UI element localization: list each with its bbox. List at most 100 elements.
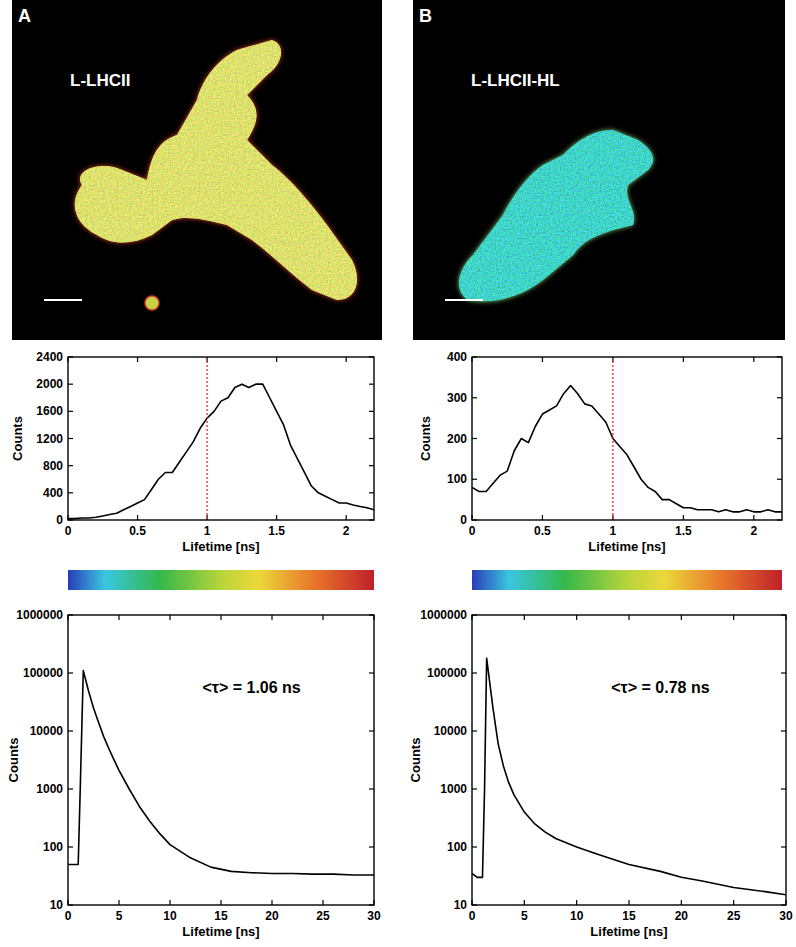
- color-bar: [472, 570, 782, 590]
- y-tick-label: 1200: [36, 432, 63, 446]
- y-tick: [68, 492, 73, 493]
- x-tick: [681, 900, 682, 905]
- x-axis-label: Lifetime [ns]: [590, 924, 667, 939]
- plot-area: [68, 671, 374, 875]
- y-tick-label: 0: [56, 513, 63, 527]
- y-axis-label: Counts: [408, 738, 423, 783]
- y-tick-label: 1000000: [16, 608, 63, 622]
- color-bar: [68, 570, 374, 590]
- x-tick-label: 5: [521, 909, 528, 923]
- x-tick: [276, 357, 277, 362]
- y-tick-label: 10: [50, 898, 64, 912]
- x-tick: [576, 900, 577, 905]
- x-tick-label: 10: [163, 909, 177, 923]
- plot-area: [68, 357, 374, 520]
- y-tick-label: 100: [447, 472, 467, 486]
- x-axis-label: Lifetime [ns]: [182, 924, 259, 939]
- y-axis-label: Counts: [10, 416, 25, 461]
- x-tick-label: 30: [367, 909, 381, 923]
- plot-frame: [472, 357, 782, 520]
- x-tick: [118, 615, 119, 620]
- x-tick-label: 0: [469, 524, 476, 538]
- y-tick: [369, 384, 374, 385]
- x-tick: [220, 900, 221, 905]
- image-region: [459, 130, 653, 301]
- y-tick: [777, 479, 782, 480]
- data-line: [472, 386, 782, 512]
- figure: AL-LHCIIBL-LHCII-HL040080012001600200024…: [0, 0, 796, 947]
- flim-image: B L-LHCII-HL: [413, 0, 785, 340]
- y-tick: [68, 730, 73, 731]
- scale-bar: [445, 299, 483, 301]
- y-tick-label: 100: [43, 840, 63, 854]
- x-tick: [628, 615, 629, 620]
- y-tick-label: 100000: [23, 666, 63, 680]
- x-tick: [683, 515, 684, 520]
- y-tick: [68, 411, 73, 412]
- chart: 0400800120016002000240000.511.52Lifetime…: [10, 350, 374, 590]
- y-tick: [781, 846, 786, 847]
- y-tick-label: 2000: [36, 377, 63, 391]
- threshold-line: [612, 357, 613, 520]
- x-tick-label: 15: [214, 909, 228, 923]
- chart: 101001000100001000001000000051015202530L…: [408, 608, 793, 939]
- x-tick: [169, 615, 170, 620]
- image-region: [145, 296, 159, 310]
- y-tick-label: 10000: [434, 724, 468, 738]
- annotation: <τ> = 0.78 ns: [611, 679, 709, 696]
- y-tick: [369, 672, 374, 673]
- panel-label: A: [18, 6, 31, 26]
- y-tick: [369, 438, 374, 439]
- y-tick: [68, 672, 73, 673]
- x-axis-label: Lifetime [ns]: [182, 539, 259, 554]
- plot-area: [472, 658, 786, 895]
- y-tick: [777, 438, 782, 439]
- x-tick: [576, 615, 577, 620]
- y-tick: [472, 672, 477, 673]
- y-tick: [369, 846, 374, 847]
- y-tick: [369, 411, 374, 412]
- x-tick: [137, 357, 138, 362]
- x-tick: [346, 357, 347, 362]
- y-tick-label: 10000: [30, 724, 64, 738]
- x-tick-label: 2: [750, 524, 757, 538]
- y-tick-label: 2400: [36, 350, 63, 364]
- y-tick-label: 300: [447, 391, 467, 405]
- y-tick: [472, 788, 477, 789]
- x-tick: [346, 515, 347, 520]
- x-tick-label: 20: [265, 909, 279, 923]
- y-tick-label: 1000: [440, 782, 467, 796]
- x-tick: [524, 615, 525, 620]
- image-edge: [459, 130, 653, 301]
- image-label: L-LHCII-HL: [471, 71, 560, 90]
- y-tick: [781, 672, 786, 673]
- image-texture: [459, 130, 653, 301]
- y-tick-label: 10: [454, 898, 468, 912]
- x-axis-label: Lifetime [ns]: [588, 539, 665, 554]
- chart: 101001000100001000001000000051015202530L…: [6, 608, 381, 939]
- x-tick-label: 1: [610, 524, 617, 538]
- x-tick-label: 5: [116, 909, 123, 923]
- y-tick-label: 1000: [36, 782, 63, 796]
- chart: 010020030040000.511.52Lifetime [ns]Count…: [418, 350, 782, 590]
- x-tick: [681, 615, 682, 620]
- x-tick: [542, 357, 543, 362]
- y-tick: [369, 492, 374, 493]
- x-tick-label: 25: [727, 909, 741, 923]
- x-tick-label: 1.5: [675, 524, 692, 538]
- plot-frame: [68, 615, 374, 905]
- plot-frame: [68, 357, 374, 520]
- data-line: [68, 384, 374, 518]
- annotation: <τ> = 1.06 ns: [202, 679, 300, 696]
- flim-image: AL-LHCII: [12, 0, 382, 340]
- x-tick-label: 1: [204, 524, 211, 538]
- y-tick-label: 800: [43, 459, 63, 473]
- x-tick: [271, 615, 272, 620]
- y-tick: [472, 438, 477, 439]
- y-tick: [68, 384, 73, 385]
- x-tick: [524, 900, 525, 905]
- x-tick-label: 0: [65, 909, 72, 923]
- panel-label: B: [419, 6, 432, 26]
- y-tick: [68, 438, 73, 439]
- y-tick: [369, 788, 374, 789]
